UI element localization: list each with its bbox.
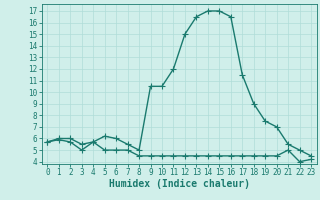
X-axis label: Humidex (Indice chaleur): Humidex (Indice chaleur) bbox=[109, 179, 250, 189]
